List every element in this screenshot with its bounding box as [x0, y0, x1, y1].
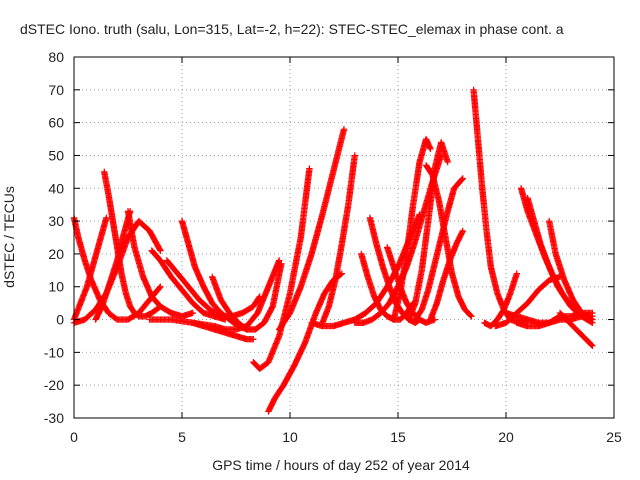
y-tick-label: 10	[48, 279, 64, 295]
data-point	[468, 313, 475, 320]
data-series	[124, 208, 196, 320]
data-point	[157, 283, 164, 290]
data-series	[412, 175, 466, 323]
x-axis-label: GPS time / hours of day 252 of year 2014	[212, 457, 470, 473]
x-tick-label: 5	[178, 429, 186, 445]
data-point	[459, 175, 466, 182]
data-series	[481, 270, 520, 330]
data-series	[209, 260, 285, 333]
y-tick-label: 50	[48, 147, 64, 163]
data-series	[546, 217, 596, 323]
y-tick-label: 20	[48, 246, 64, 262]
y-tick-label: -10	[44, 344, 64, 360]
data-point	[444, 158, 451, 166]
data-point	[250, 336, 257, 343]
data-point	[351, 152, 358, 159]
data-series	[70, 214, 110, 323]
data-point	[467, 312, 474, 319]
data-point	[589, 342, 596, 349]
data-series	[556, 309, 596, 349]
data-point	[278, 260, 285, 267]
grid-lines	[74, 57, 614, 418]
data-series	[276, 126, 348, 333]
data-point	[189, 309, 196, 317]
data-point	[306, 165, 313, 172]
y-axis-label: dSTEC / TECUs	[1, 186, 17, 288]
data-point	[156, 284, 163, 291]
y-tick-label: 70	[48, 82, 64, 98]
x-tick-label: 15	[390, 429, 406, 445]
data-points	[70, 86, 596, 415]
data-point	[340, 126, 348, 133]
data-point	[157, 247, 164, 254]
data-series	[308, 211, 423, 330]
data-series	[390, 135, 434, 323]
data-point	[427, 145, 434, 153]
data-point	[103, 214, 110, 222]
y-tick-label: 40	[48, 180, 64, 196]
y-tick-label: -30	[44, 410, 64, 426]
data-point	[276, 257, 283, 264]
data-point	[589, 309, 596, 317]
data-point	[459, 227, 466, 235]
y-tick-label: 30	[48, 213, 64, 229]
data-series	[427, 227, 466, 323]
plot-frame	[73, 56, 615, 419]
data-series	[319, 152, 358, 327]
x-tick-label: 10	[282, 429, 298, 445]
data-series	[492, 273, 564, 330]
data-series	[470, 86, 531, 327]
x-tick-label: 0	[70, 429, 78, 445]
data-point	[513, 270, 520, 277]
y-tick-label: 80	[48, 49, 64, 65]
x-tick-label: 20	[498, 429, 514, 445]
y-tick-label: -20	[44, 377, 64, 393]
x-tick-label: 25	[606, 429, 622, 445]
data-series	[178, 217, 250, 333]
data-point	[588, 341, 595, 349]
y-tick-label: 0	[56, 312, 64, 328]
axis-ticks: 0 5 10 15 20 25 -30 -20 -10 0 10 20 30 40 50 60 70 80	[44, 49, 622, 445]
data-point	[458, 176, 466, 183]
data-point	[156, 246, 163, 253]
data-series	[189, 319, 257, 343]
data-series	[92, 208, 134, 323]
chart-title: dSTEC Iono. truth (salu, Lon=315, Lat=-2…	[20, 21, 564, 37]
y-tick-label: 60	[48, 115, 64, 131]
